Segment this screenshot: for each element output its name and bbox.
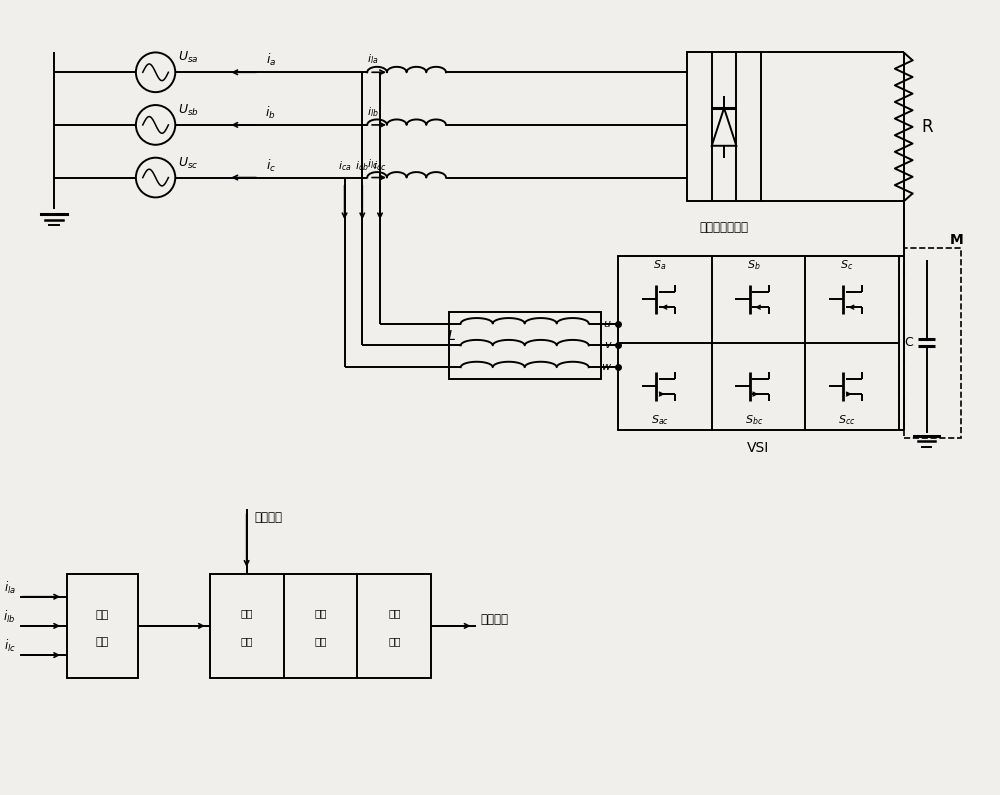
Text: $i_{ca}$: $i_{ca}$: [338, 160, 351, 173]
Text: $i_{lb}$: $i_{lb}$: [3, 609, 16, 625]
Text: 环宽: 环宽: [314, 608, 327, 619]
Text: $S_{cc}$: $S_{cc}$: [838, 413, 856, 427]
Text: 计算: 计算: [314, 637, 327, 646]
Text: R: R: [921, 118, 933, 136]
Text: $U_{sc}$: $U_{sc}$: [178, 156, 199, 171]
Text: $U_{sb}$: $U_{sb}$: [178, 103, 199, 118]
Text: M: M: [950, 233, 964, 247]
Text: $i_{lb}$: $i_{lb}$: [367, 105, 379, 118]
Text: $i_b$: $i_b$: [265, 105, 276, 121]
Bar: [904, 248, 961, 438]
Text: $i_{la}$: $i_{la}$: [4, 580, 16, 595]
Text: 信号: 信号: [96, 611, 109, 620]
Text: $i_c$: $i_c$: [266, 157, 276, 173]
Text: v: v: [604, 340, 610, 351]
Text: $i_{la}$: $i_{la}$: [367, 52, 379, 66]
Text: 定时信号: 定时信号: [255, 510, 283, 524]
Text: u: u: [603, 319, 610, 328]
Text: $S_{ac}$: $S_{ac}$: [651, 413, 669, 427]
Text: 检测: 检测: [96, 637, 109, 646]
Text: $S_{bc}$: $S_{bc}$: [745, 413, 763, 427]
Text: 电流: 电流: [388, 608, 401, 619]
Text: $U_{sa}$: $U_{sa}$: [178, 50, 199, 65]
Text: 控制信号: 控制信号: [480, 614, 508, 626]
Bar: [449, 312, 601, 379]
Text: VSI: VSI: [747, 440, 770, 455]
Text: 谐波: 谐波: [240, 608, 253, 619]
Text: $i_a$: $i_a$: [266, 52, 276, 68]
Text: w: w: [601, 363, 610, 372]
Bar: [618, 256, 899, 430]
Text: C: C: [904, 336, 913, 349]
Text: 二极管不控整流: 二极管不控整流: [700, 221, 749, 235]
Bar: [687, 52, 761, 201]
Text: $i_{lc}$: $i_{lc}$: [4, 638, 16, 654]
Bar: [210, 574, 431, 678]
Text: $S_a$: $S_a$: [653, 258, 667, 272]
Text: 计算: 计算: [240, 637, 253, 646]
Text: L: L: [448, 329, 456, 343]
Text: $i_{cb}$: $i_{cb}$: [355, 160, 369, 173]
Text: $S_c$: $S_c$: [840, 258, 854, 272]
Text: $i_{cc}$: $i_{cc}$: [373, 160, 387, 173]
Bar: [67, 574, 138, 678]
Text: $i_{lc}$: $i_{lc}$: [367, 157, 379, 172]
Text: 控制: 控制: [388, 637, 401, 646]
Text: $S_b$: $S_b$: [747, 258, 760, 272]
